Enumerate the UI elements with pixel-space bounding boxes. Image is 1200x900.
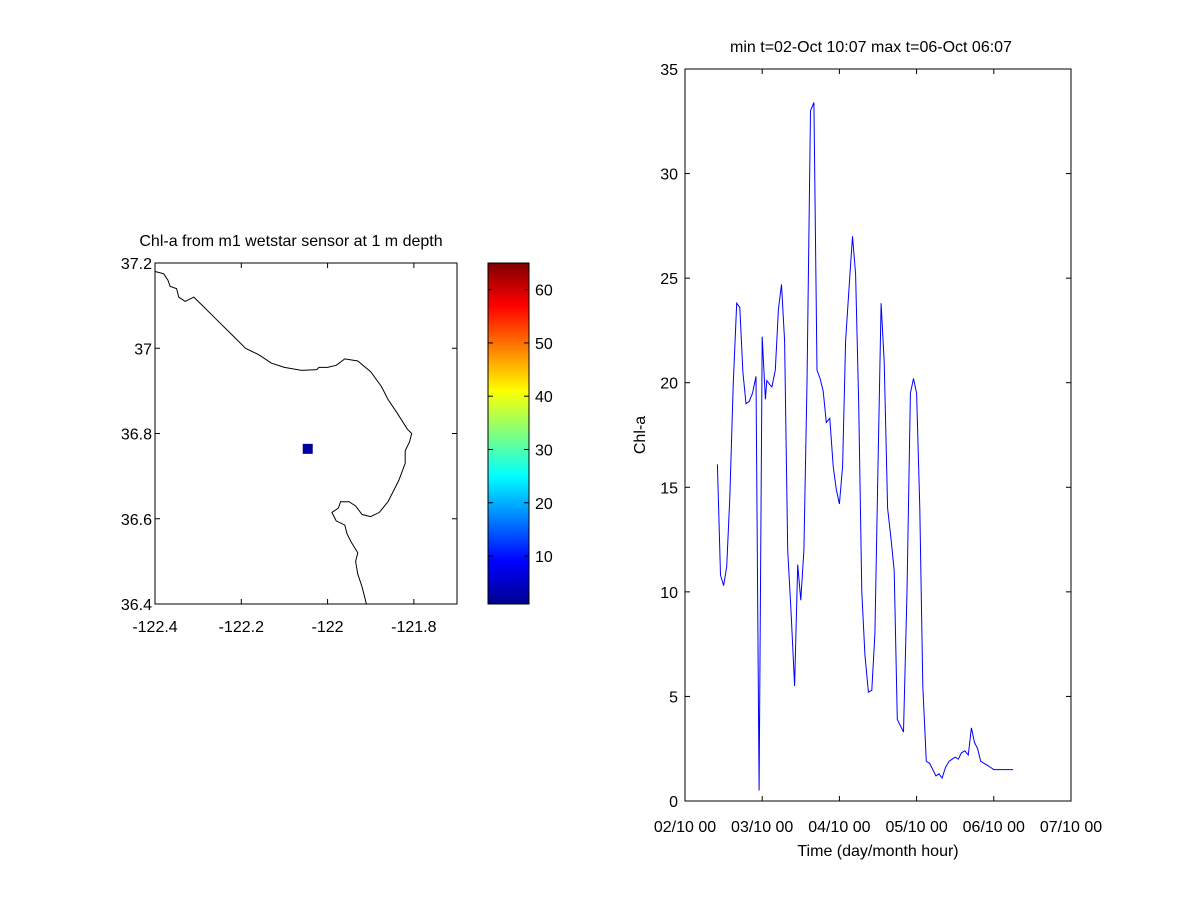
timeseries-y-tick-label: 30 — [660, 167, 678, 184]
colorbar-tick-label: 60 — [535, 283, 553, 300]
colorbar-tick-label: 20 — [535, 496, 553, 513]
timeseries-x-tick-label: 06/10 00 — [963, 819, 1025, 836]
map-y-tick-label: 36.8 — [121, 427, 152, 444]
timeseries-panel: min t=02-Oct 10:07 max t=06-Oct 06:07 02… — [632, 39, 1102, 860]
timeseries-y-tick-label: 15 — [660, 480, 678, 497]
map-y-ticks: 36.4 36.6 36.8 37 37.2 — [121, 256, 457, 614]
coastline — [154, 271, 413, 605]
map-y-tick-label: 36.6 — [121, 512, 152, 529]
timeseries-x-tick-label: 03/10 00 — [731, 819, 793, 836]
timeseries-x-tick-label: 07/10 00 — [1040, 819, 1102, 836]
map-x-tick-label: -122 — [312, 619, 344, 636]
timeseries-y-tick-label: 35 — [660, 62, 678, 79]
colorbar-tick-label: 50 — [535, 336, 553, 353]
map-panel: Chl-a from m1 wetstar sensor at 1 m dept… — [121, 233, 458, 636]
colorbar-tick-label: 10 — [535, 549, 553, 566]
timeseries-x-tick-label: 04/10 00 — [808, 819, 870, 836]
timeseries-y-tick-label: 10 — [660, 585, 678, 602]
colorbar-ticks: 10 20 30 40 50 60 — [488, 283, 553, 566]
colorbar-tick-label: 40 — [535, 389, 553, 406]
timeseries-x-tick-label: 02/10 00 — [654, 819, 716, 836]
timeseries-title: min t=02-Oct 10:07 max t=06-Oct 06:07 — [730, 39, 1012, 56]
colorbar-gradient — [487, 262, 530, 605]
timeseries-y-tick-label: 5 — [669, 689, 678, 706]
map-axes-box — [154, 262, 458, 605]
colorbar: 10 20 30 40 50 60 — [487, 262, 553, 605]
map-x-ticks: -122.4 -122.2 -122 -121.8 — [132, 263, 437, 636]
map-x-tick-label: -121.8 — [391, 619, 436, 636]
timeseries-axes-box — [684, 68, 1072, 802]
timeseries-x-ticks: 02/10 00 03/10 00 04/10 00 05/10 00 06/10 00… — [654, 69, 1102, 836]
map-y-tick-label: 37 — [134, 341, 152, 358]
timeseries-y-label: Chl-a — [632, 416, 649, 454]
colorbar-tick-label: 30 — [535, 442, 553, 459]
map-title: Chl-a from m1 wetstar sensor at 1 m dept… — [139, 233, 442, 250]
timeseries-y-tick-label: 25 — [660, 271, 678, 288]
map-y-tick-label: 36.4 — [121, 597, 152, 614]
sensor-marker — [302, 443, 313, 454]
map-x-tick-label: -122.2 — [219, 619, 264, 636]
timeseries-x-tick-label: 05/10 00 — [885, 819, 947, 836]
map-y-tick-label: 37.2 — [121, 256, 152, 273]
timeseries-y-tick-label: 0 — [669, 794, 678, 811]
map-x-tick-label: -122.4 — [132, 619, 177, 636]
sensor-markers — [302, 443, 313, 454]
timeseries-y-tick-label: 20 — [660, 376, 678, 393]
timeseries-x-label: Time (day/month hour) — [797, 843, 958, 860]
timeseries-y-ticks: 0 5 10 15 20 25 30 35 — [660, 62, 1071, 811]
chl-a-series-line — [716, 102, 1014, 791]
